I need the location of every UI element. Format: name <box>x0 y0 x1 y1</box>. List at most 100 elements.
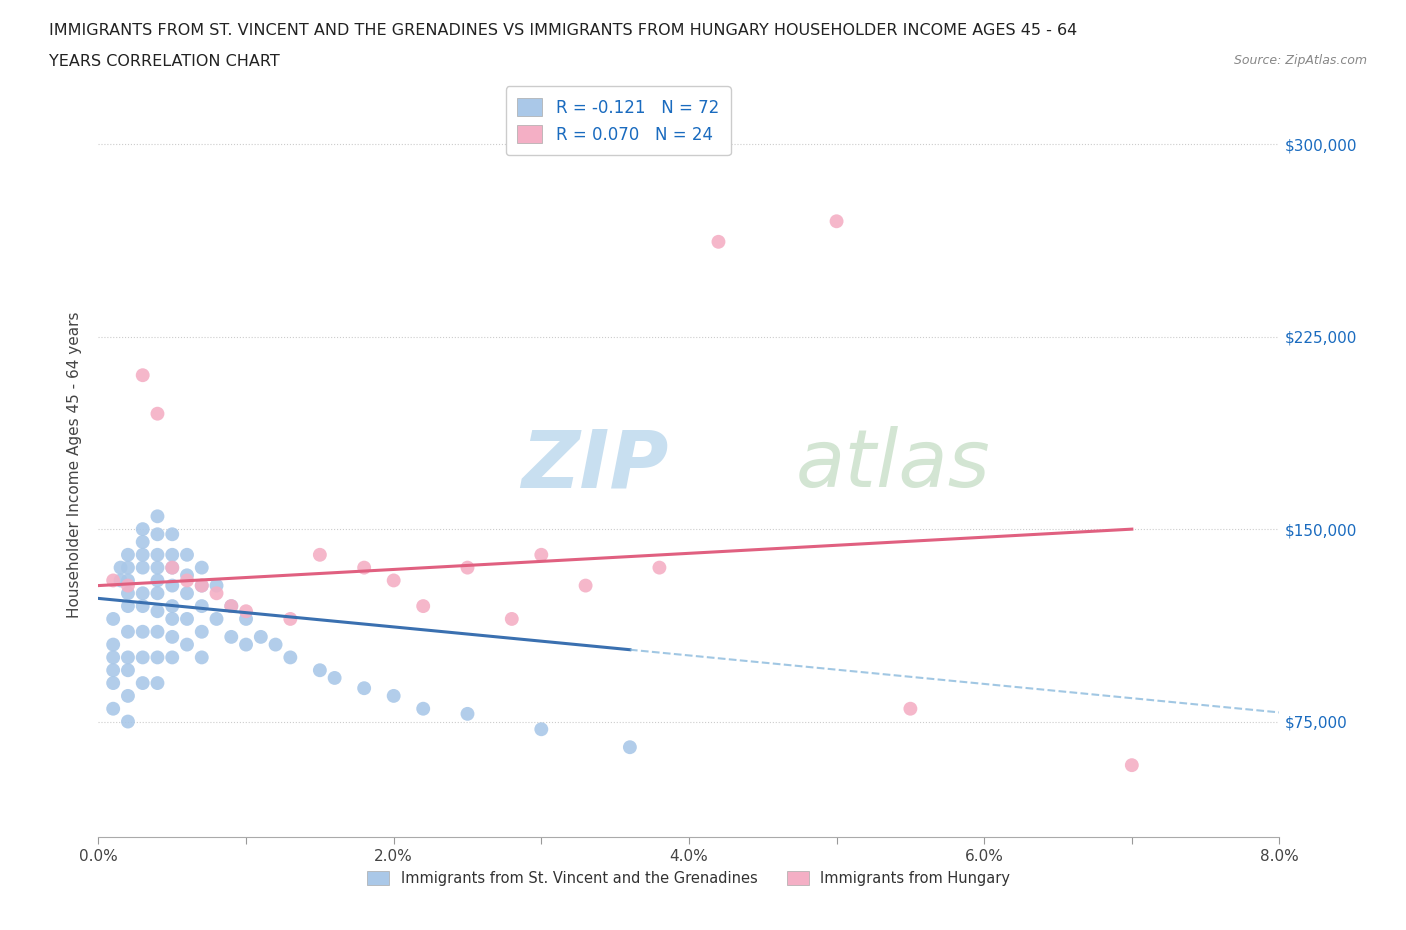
Point <box>176 612 198 627</box>
Point <box>250 630 273 644</box>
Point <box>191 578 214 593</box>
Point <box>146 509 169 524</box>
Point <box>264 637 287 652</box>
Point <box>353 681 375 696</box>
Point <box>221 630 243 644</box>
Point <box>132 624 155 639</box>
Point <box>176 637 198 652</box>
Point <box>162 560 183 575</box>
Point <box>176 586 198 601</box>
Point <box>323 671 346 685</box>
Text: YEARS CORRELATION CHART: YEARS CORRELATION CHART <box>49 54 280 69</box>
Point <box>162 560 183 575</box>
Point <box>146 650 169 665</box>
Point <box>309 663 332 678</box>
Text: IMMIGRANTS FROM ST. VINCENT AND THE GRENADINES VS IMMIGRANTS FROM HUNGARY HOUSEH: IMMIGRANTS FROM ST. VINCENT AND THE GREN… <box>49 23 1077 38</box>
Point <box>191 560 214 575</box>
Point <box>103 612 125 627</box>
Point <box>530 548 553 563</box>
Point <box>221 599 243 614</box>
Point <box>191 599 214 614</box>
Point <box>117 578 139 593</box>
Point <box>103 573 125 588</box>
Point <box>117 688 139 703</box>
Point <box>146 624 169 639</box>
Point <box>132 367 155 382</box>
Point <box>146 675 169 690</box>
Point <box>1121 758 1143 773</box>
Point <box>110 560 132 575</box>
Point <box>117 548 139 563</box>
Point <box>382 573 405 588</box>
Point <box>457 707 479 722</box>
Point <box>176 548 198 563</box>
Point <box>457 560 479 575</box>
Point <box>162 526 183 541</box>
Point <box>162 630 183 644</box>
Point <box>205 578 228 593</box>
Point <box>648 560 671 575</box>
Point <box>191 650 214 665</box>
Point <box>280 612 302 627</box>
Point <box>117 599 139 614</box>
Point <box>117 560 139 575</box>
Point <box>132 522 155 537</box>
Point <box>117 624 139 639</box>
Point <box>280 650 302 665</box>
Point <box>132 535 155 550</box>
Point <box>146 526 169 541</box>
Point <box>162 599 183 614</box>
Point <box>146 586 169 601</box>
Point <box>619 739 641 754</box>
Point <box>205 586 228 601</box>
Point <box>146 560 169 575</box>
Point <box>176 573 198 588</box>
Point <box>132 650 155 665</box>
Text: atlas: atlas <box>796 426 990 504</box>
Point <box>117 650 139 665</box>
Point <box>146 573 169 588</box>
Point <box>707 234 730 249</box>
Point <box>309 548 332 563</box>
Point <box>191 624 214 639</box>
Point <box>103 650 125 665</box>
Y-axis label: Householder Income Ages 45 - 64 years: Householder Income Ages 45 - 64 years <box>67 312 83 618</box>
Point <box>110 573 132 588</box>
Point <box>132 560 155 575</box>
Point <box>132 586 155 601</box>
Point <box>146 406 169 421</box>
Point <box>103 637 125 652</box>
Point <box>146 548 169 563</box>
Point <box>103 701 125 716</box>
Point <box>132 675 155 690</box>
Point <box>382 688 405 703</box>
Point <box>117 663 139 678</box>
Point <box>412 701 434 716</box>
Point <box>132 548 155 563</box>
Point <box>117 714 139 729</box>
Point <box>530 722 553 737</box>
Point <box>353 560 375 575</box>
Text: Source: ZipAtlas.com: Source: ZipAtlas.com <box>1233 54 1367 67</box>
Point <box>162 578 183 593</box>
Text: ZIP: ZIP <box>520 426 668 504</box>
Point <box>221 599 243 614</box>
Point <box>575 578 598 593</box>
Point <box>235 604 257 618</box>
Point <box>900 701 922 716</box>
Point <box>117 586 139 601</box>
Point <box>191 578 214 593</box>
Point <box>162 548 183 563</box>
Point <box>103 675 125 690</box>
Point <box>162 612 183 627</box>
Point <box>501 612 523 627</box>
Point <box>162 650 183 665</box>
Point <box>176 568 198 583</box>
Point <box>205 612 228 627</box>
Point <box>117 573 139 588</box>
Point <box>103 663 125 678</box>
Point <box>132 599 155 614</box>
Point <box>235 637 257 652</box>
Legend: Immigrants from St. Vincent and the Grenadines, Immigrants from Hungary: Immigrants from St. Vincent and the Gren… <box>360 863 1018 893</box>
Point <box>412 599 434 614</box>
